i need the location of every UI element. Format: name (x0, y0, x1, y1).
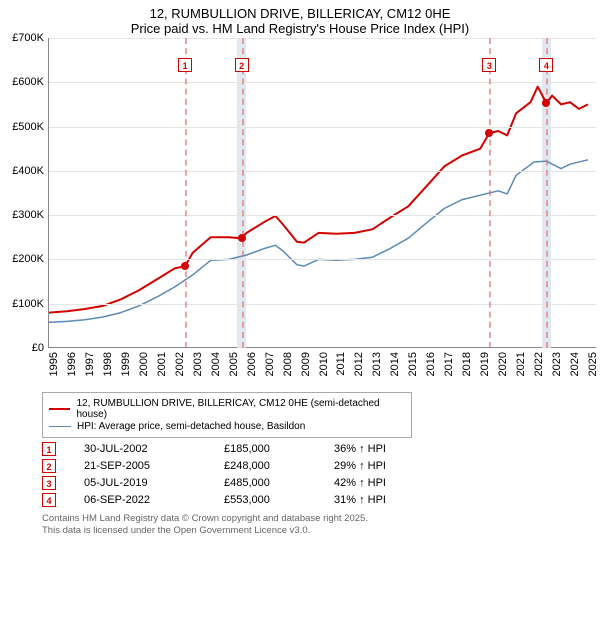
legend-label: HPI: Average price, semi-detached house,… (77, 421, 305, 432)
row-date: 21-SEP-2005 (84, 460, 224, 472)
x-axis-tick: 2016 (425, 352, 437, 376)
x-axis-tick: 2013 (371, 352, 383, 376)
plot-region: 1 2 3 4 (48, 38, 596, 348)
y-axis-tick: £200K (4, 253, 44, 265)
x-axis-tick: 2004 (210, 352, 222, 376)
x-axis-tick: 2003 (192, 352, 204, 376)
table-row: 3 05-JUL-2019£485,00042% ↑ HPI (42, 476, 590, 490)
x-axis-tick: 2025 (587, 352, 599, 376)
x-axis-tick: 2020 (497, 352, 509, 376)
row-badge: 2 (42, 459, 56, 473)
row-date: 05-JUL-2019 (84, 477, 224, 489)
x-axis-tick: 2006 (246, 352, 258, 376)
y-axis-tick: £100K (4, 298, 44, 310)
x-axis-tick: 2017 (443, 352, 455, 376)
marker-line (489, 38, 491, 348)
row-date: 30-JUL-2002 (84, 443, 224, 455)
row-price: £485,000 (224, 477, 334, 489)
x-axis-tick: 2023 (551, 352, 563, 376)
x-axis-tick: 2024 (569, 352, 581, 376)
x-axis-tick: 2012 (353, 352, 365, 376)
gridline-h (49, 215, 596, 216)
footer-attribution: Contains HM Land Registry data © Crown c… (42, 513, 590, 538)
gridline-h (49, 304, 596, 305)
sales-table: 1 30-JUL-2002£185,00036% ↑ HPI 2 21-SEP-200… (42, 442, 590, 507)
y-axis-tick: £700K (4, 32, 44, 44)
marker-badge: 4 (539, 58, 553, 72)
legend: 12, RUMBULLION DRIVE, BILLERICAY, CM12 0… (42, 392, 412, 438)
x-axis-tick: 2015 (407, 352, 419, 376)
chart-area: 1234 £0£100K£200K£300K£400K£500K£600K£70… (36, 38, 596, 388)
x-axis-tick: 2002 (174, 352, 186, 376)
marker-line (242, 38, 244, 348)
chart-title-block: 12, RUMBULLION DRIVE, BILLERICAY, CM12 0… (0, 0, 600, 38)
x-axis-tick: 2008 (282, 352, 294, 376)
x-axis-tick: 1997 (84, 352, 96, 376)
x-axis-tick: 2009 (300, 352, 312, 376)
y-axis-tick: £400K (4, 165, 44, 177)
gridline-h (49, 259, 596, 260)
x-axis-tick: 1996 (66, 352, 78, 376)
x-axis-tick: 2022 (533, 352, 545, 376)
footer-line1: Contains HM Land Registry data © Crown c… (42, 513, 590, 525)
marker-line (185, 38, 187, 348)
y-axis-tick: £600K (4, 76, 44, 88)
x-axis-tick: 2001 (156, 352, 168, 376)
marker-badge: 3 (482, 58, 496, 72)
legend-swatch (49, 426, 71, 427)
y-axis-tick: £300K (4, 209, 44, 221)
row-price: £185,000 (224, 443, 334, 455)
row-badge: 1 (42, 442, 56, 456)
table-row: 4 06-SEP-2022£553,00031% ↑ HPI (42, 493, 590, 507)
table-row: 2 21-SEP-2005£248,00029% ↑ HPI (42, 459, 590, 473)
row-delta: 42% ↑ HPI (334, 477, 434, 489)
row-date: 06-SEP-2022 (84, 494, 224, 506)
gridline-h (49, 38, 596, 39)
footer-line2: This data is licensed under the Open Gov… (42, 525, 590, 537)
x-axis-tick: 2011 (335, 352, 347, 376)
x-axis-tick: 2018 (461, 352, 473, 376)
row-delta: 29% ↑ HPI (334, 460, 434, 472)
row-price: £553,000 (224, 494, 334, 506)
series-line-hpi (49, 160, 588, 322)
price-point-dot (238, 234, 246, 242)
x-axis-tick: 2019 (479, 352, 491, 376)
x-axis-tick: 2010 (318, 352, 330, 376)
gridline-h (49, 171, 596, 172)
table-row: 1 30-JUL-2002£185,00036% ↑ HPI (42, 442, 590, 456)
marker-badge: 2 (235, 58, 249, 72)
x-axis-tick: 1995 (48, 352, 60, 376)
price-point-dot (542, 99, 550, 107)
x-axis-tick: 2021 (515, 352, 527, 376)
y-axis-tick: £500K (4, 121, 44, 133)
gridline-h (49, 127, 596, 128)
row-delta: 36% ↑ HPI (334, 443, 434, 455)
x-axis-tick: 2014 (389, 352, 401, 376)
price-point-dot (485, 129, 493, 137)
legend-item: 12, RUMBULLION DRIVE, BILLERICAY, CM12 0… (49, 398, 405, 420)
marker-line (546, 38, 548, 348)
legend-item: HPI: Average price, semi-detached house,… (49, 421, 405, 432)
row-badge: 4 (42, 493, 56, 507)
x-axis-tick: 1998 (102, 352, 114, 376)
legend-label: 12, RUMBULLION DRIVE, BILLERICAY, CM12 0… (76, 398, 405, 420)
x-axis-tick: 1999 (120, 352, 132, 376)
gridline-h (49, 82, 596, 83)
y-axis-tick: £0 (4, 342, 44, 354)
row-price: £248,000 (224, 460, 334, 472)
row-delta: 31% ↑ HPI (334, 494, 434, 506)
chart-lines-svg (49, 38, 597, 348)
title-address: 12, RUMBULLION DRIVE, BILLERICAY, CM12 0… (10, 6, 590, 21)
series-line-price_paid (49, 87, 588, 313)
marker-badge: 1 (178, 58, 192, 72)
x-axis-tick: 2000 (138, 352, 150, 376)
price-point-dot (181, 262, 189, 270)
x-axis-tick: 2005 (228, 352, 240, 376)
title-subtitle: Price paid vs. HM Land Registry's House … (10, 21, 590, 36)
legend-swatch (49, 408, 70, 410)
x-axis-tick: 2007 (264, 352, 276, 376)
row-badge: 3 (42, 476, 56, 490)
